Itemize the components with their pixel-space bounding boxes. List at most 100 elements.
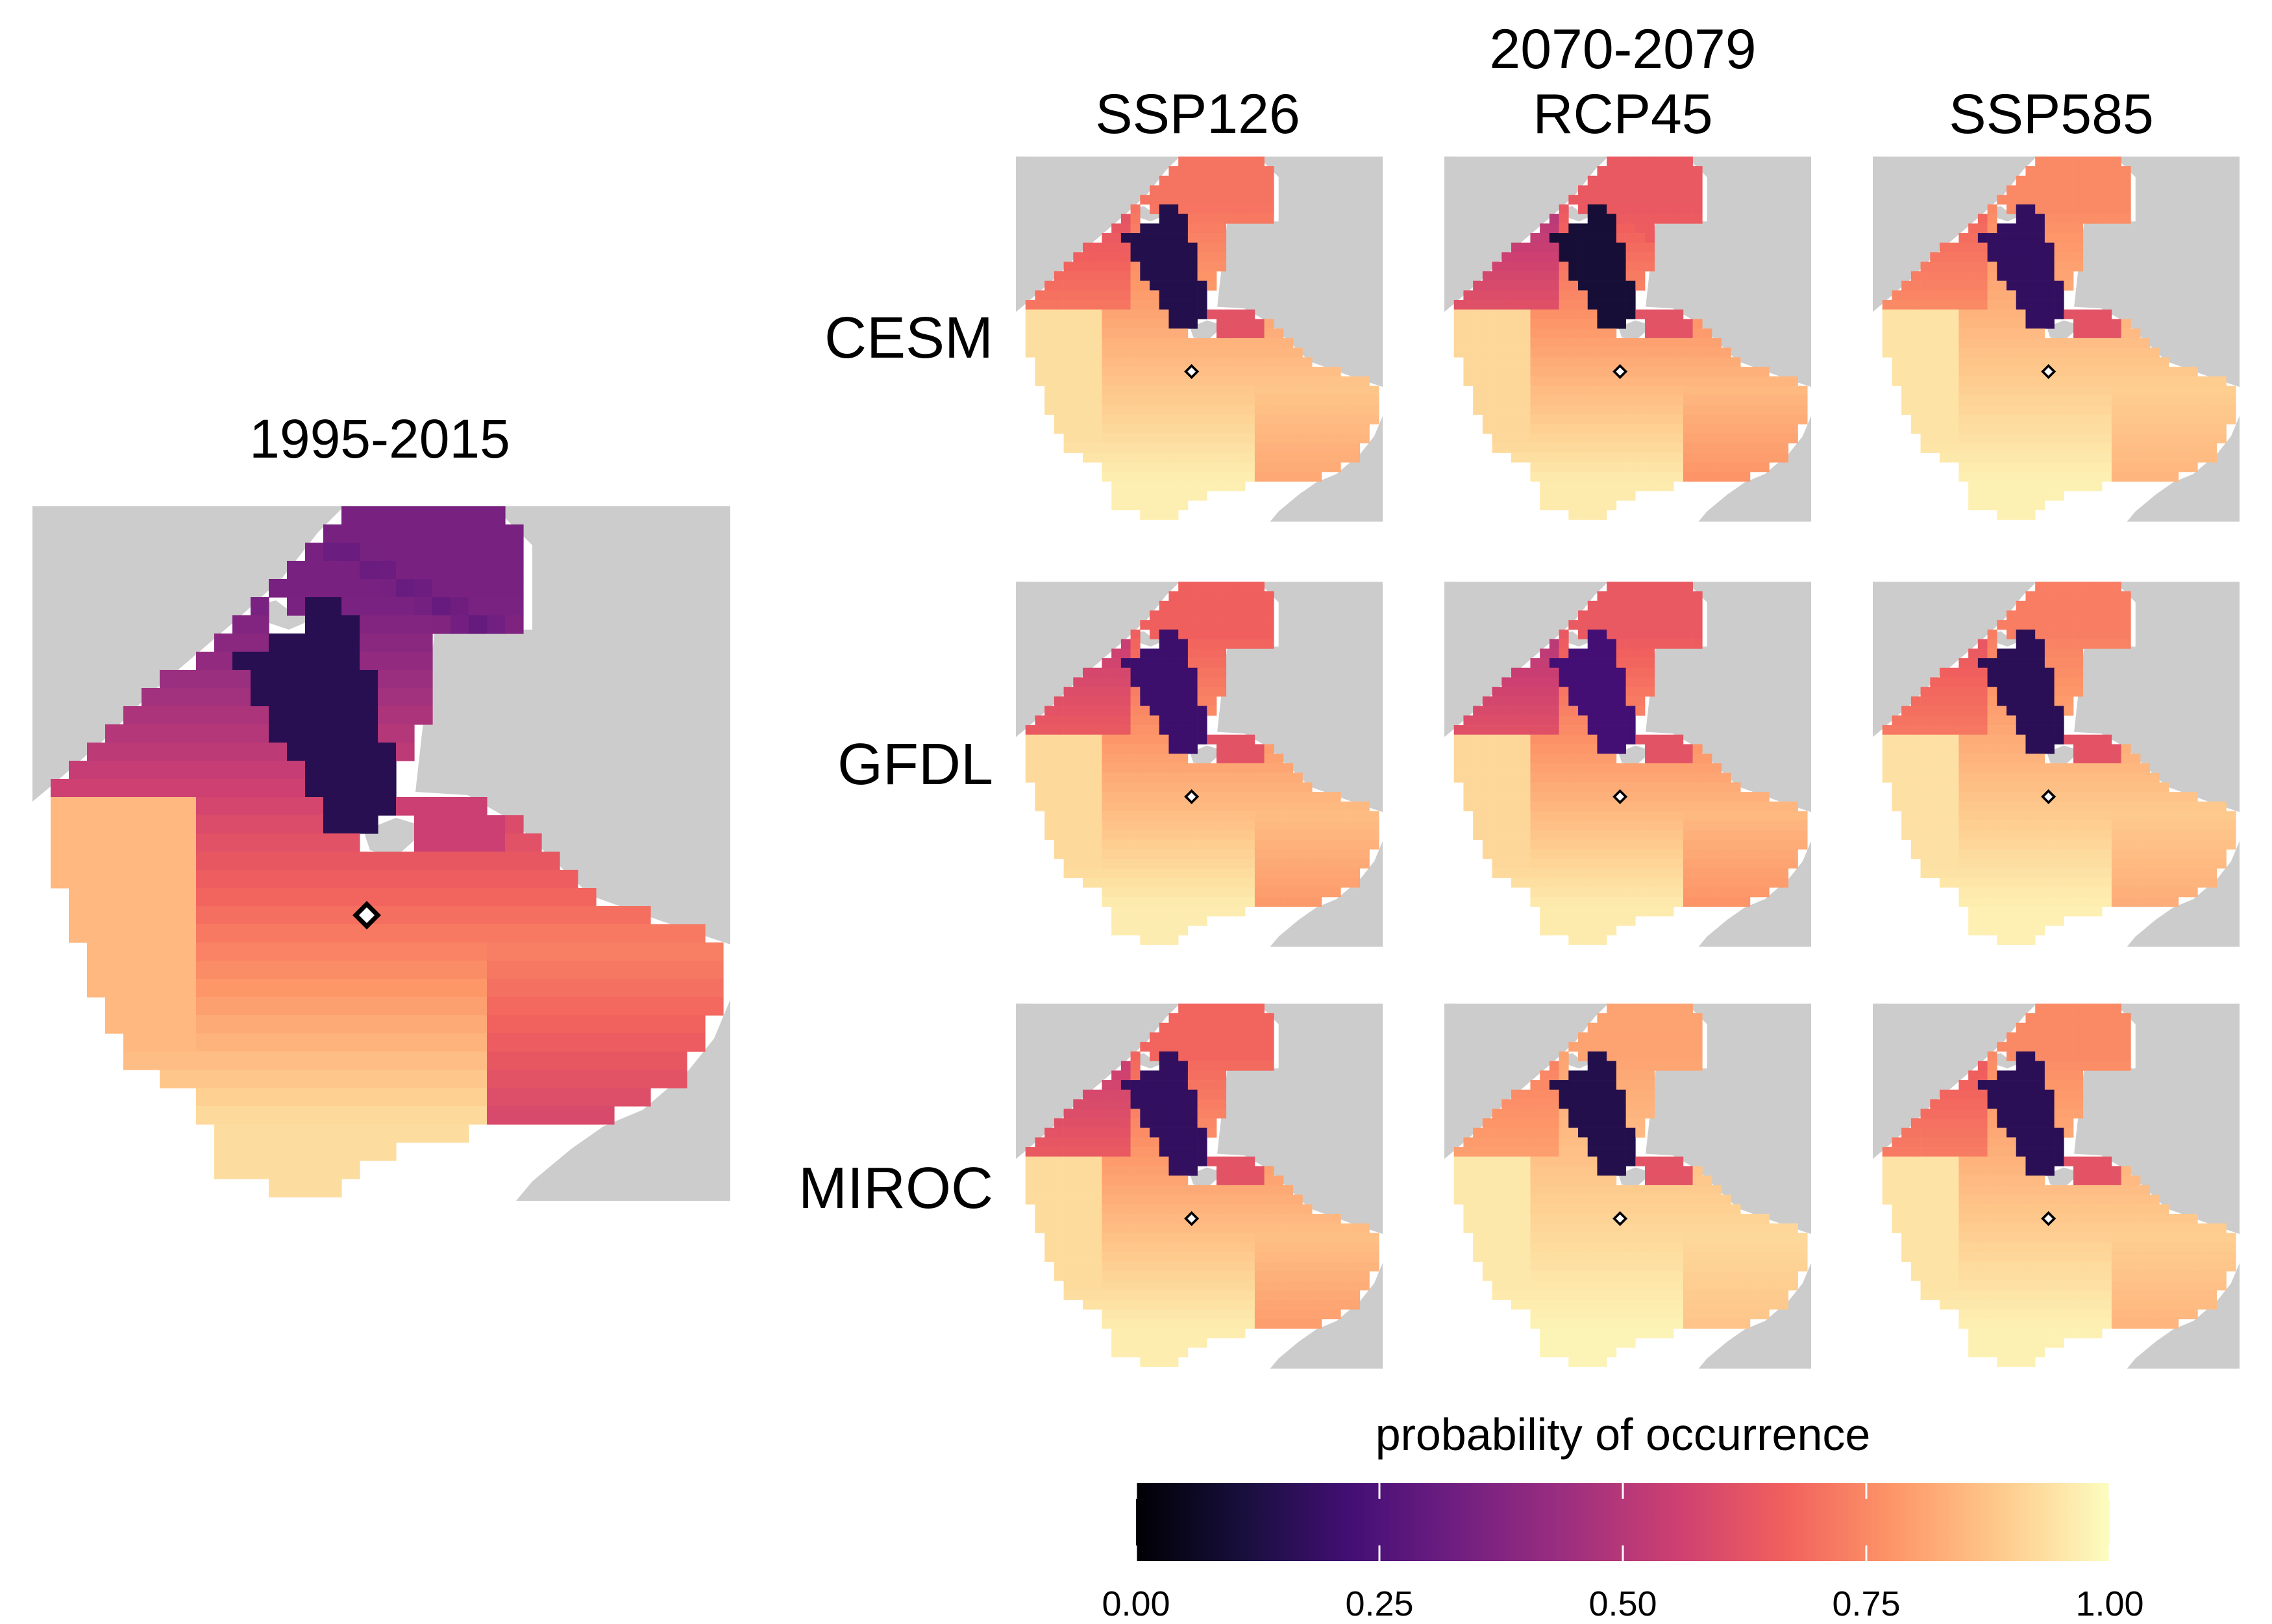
grid-cell [1187, 376, 1198, 386]
grid-cell [305, 652, 324, 671]
grid-cell [2130, 328, 2141, 339]
grid-cell [1759, 887, 1770, 898]
grid-cell [1035, 772, 1045, 783]
grid-cell [1321, 811, 1331, 821]
grid-cell [1530, 849, 1540, 859]
grid-cell [523, 870, 542, 889]
grid-cell [1530, 792, 1540, 802]
grid-cell [1235, 591, 1246, 602]
grid-cell [1635, 347, 1646, 358]
grid-cell [1274, 347, 1284, 358]
grid-cell [1254, 175, 1265, 186]
grid-cell [2121, 443, 2131, 453]
grid-cell [1779, 443, 1789, 453]
grid-cell [1216, 782, 1227, 793]
grid-cell [160, 942, 179, 961]
grid-cell [451, 815, 469, 834]
grid-cell [1350, 404, 1361, 415]
grid-cell [1492, 443, 1502, 453]
grid-cell [1264, 386, 1274, 396]
grid-cell [1140, 839, 1150, 850]
grid-cell [1159, 935, 1169, 945]
grid-cell [396, 597, 415, 616]
grid-cell [2025, 610, 2036, 621]
grid-cell [1520, 242, 1531, 252]
grid-cell [1274, 868, 1284, 878]
grid-cell [1530, 262, 1540, 272]
grid-cell [1140, 734, 1150, 744]
grid-cell [1159, 300, 1169, 310]
grid-cell [1731, 367, 1741, 377]
grid-cell [523, 1052, 542, 1070]
grid-cell [1568, 500, 1579, 511]
grid-cell [1910, 357, 1921, 367]
grid-cell [1292, 896, 1303, 907]
grid-cell [1482, 754, 1492, 764]
landmass [2047, 745, 2081, 767]
grid-cell [1625, 195, 1636, 205]
grid-cell [1207, 338, 1217, 348]
grid-cell [1168, 510, 1179, 520]
grid-cell [1587, 763, 1598, 773]
grid-cell [1150, 300, 1160, 310]
grid-cell [505, 579, 524, 598]
grid-cell [1025, 347, 1035, 358]
landmass [1016, 582, 1026, 594]
grid-cell [2111, 175, 2121, 186]
grid-cell [1587, 500, 1598, 511]
grid-cell [1178, 195, 1189, 205]
grid-cell [396, 1070, 415, 1089]
grid-cell [1264, 820, 1274, 831]
grid-cell [1949, 424, 1959, 434]
grid-cell [1673, 156, 1684, 167]
landmass [1873, 156, 1883, 169]
grid-cell [1359, 849, 1370, 859]
grid-cell [1044, 830, 1055, 840]
grid-cell [1159, 839, 1169, 850]
grid-cell [1168, 648, 1179, 659]
grid-cell [2111, 610, 2121, 621]
grid-cell [2169, 471, 2179, 482]
grid-cell [1759, 452, 1770, 463]
grid-cell [323, 942, 342, 961]
grid-cell [1187, 591, 1198, 602]
grid-cell [1102, 868, 1112, 878]
grid-cell [432, 561, 451, 580]
grid-cell [1759, 849, 1770, 859]
grid-cell [142, 870, 160, 889]
grid-cell [1216, 185, 1227, 195]
grid-cell [487, 597, 506, 616]
grid-cell [2064, 404, 2074, 415]
grid-cell [378, 670, 397, 689]
grid-cell [2007, 620, 2017, 630]
grid-cell [1073, 696, 1083, 706]
grid-cell [1207, 639, 1217, 649]
grid-cell [1168, 620, 1179, 630]
grid-cell [1197, 887, 1207, 898]
grid-cell [1120, 878, 1131, 888]
grid-cell [1140, 443, 1150, 453]
grid-cell [1150, 204, 1160, 214]
grid-cell [1283, 849, 1294, 859]
grid-cell [2064, 214, 2074, 224]
grid-cell [487, 833, 506, 852]
grid-cell [1587, 309, 1598, 319]
grid-cell [1654, 462, 1664, 473]
grid-cell [251, 1106, 269, 1125]
grid-cell [196, 961, 215, 979]
grid-cell [1092, 744, 1102, 754]
grid-cell [1958, 395, 1969, 406]
grid-cell [1197, 214, 1207, 224]
grid-cell [2007, 414, 2017, 424]
grid-cell [1073, 252, 1083, 262]
grid-cell [1882, 309, 1892, 319]
grid-cell [1540, 859, 1550, 869]
grid-cell [1150, 471, 1160, 482]
grid-cell [2016, 185, 2026, 195]
grid-cell [1692, 639, 1703, 649]
grid-cell [1635, 658, 1646, 669]
grid-cell [1692, 629, 1703, 639]
grid-cell [1597, 725, 1607, 735]
grid-cell [705, 961, 724, 979]
grid-cell [1530, 896, 1540, 907]
